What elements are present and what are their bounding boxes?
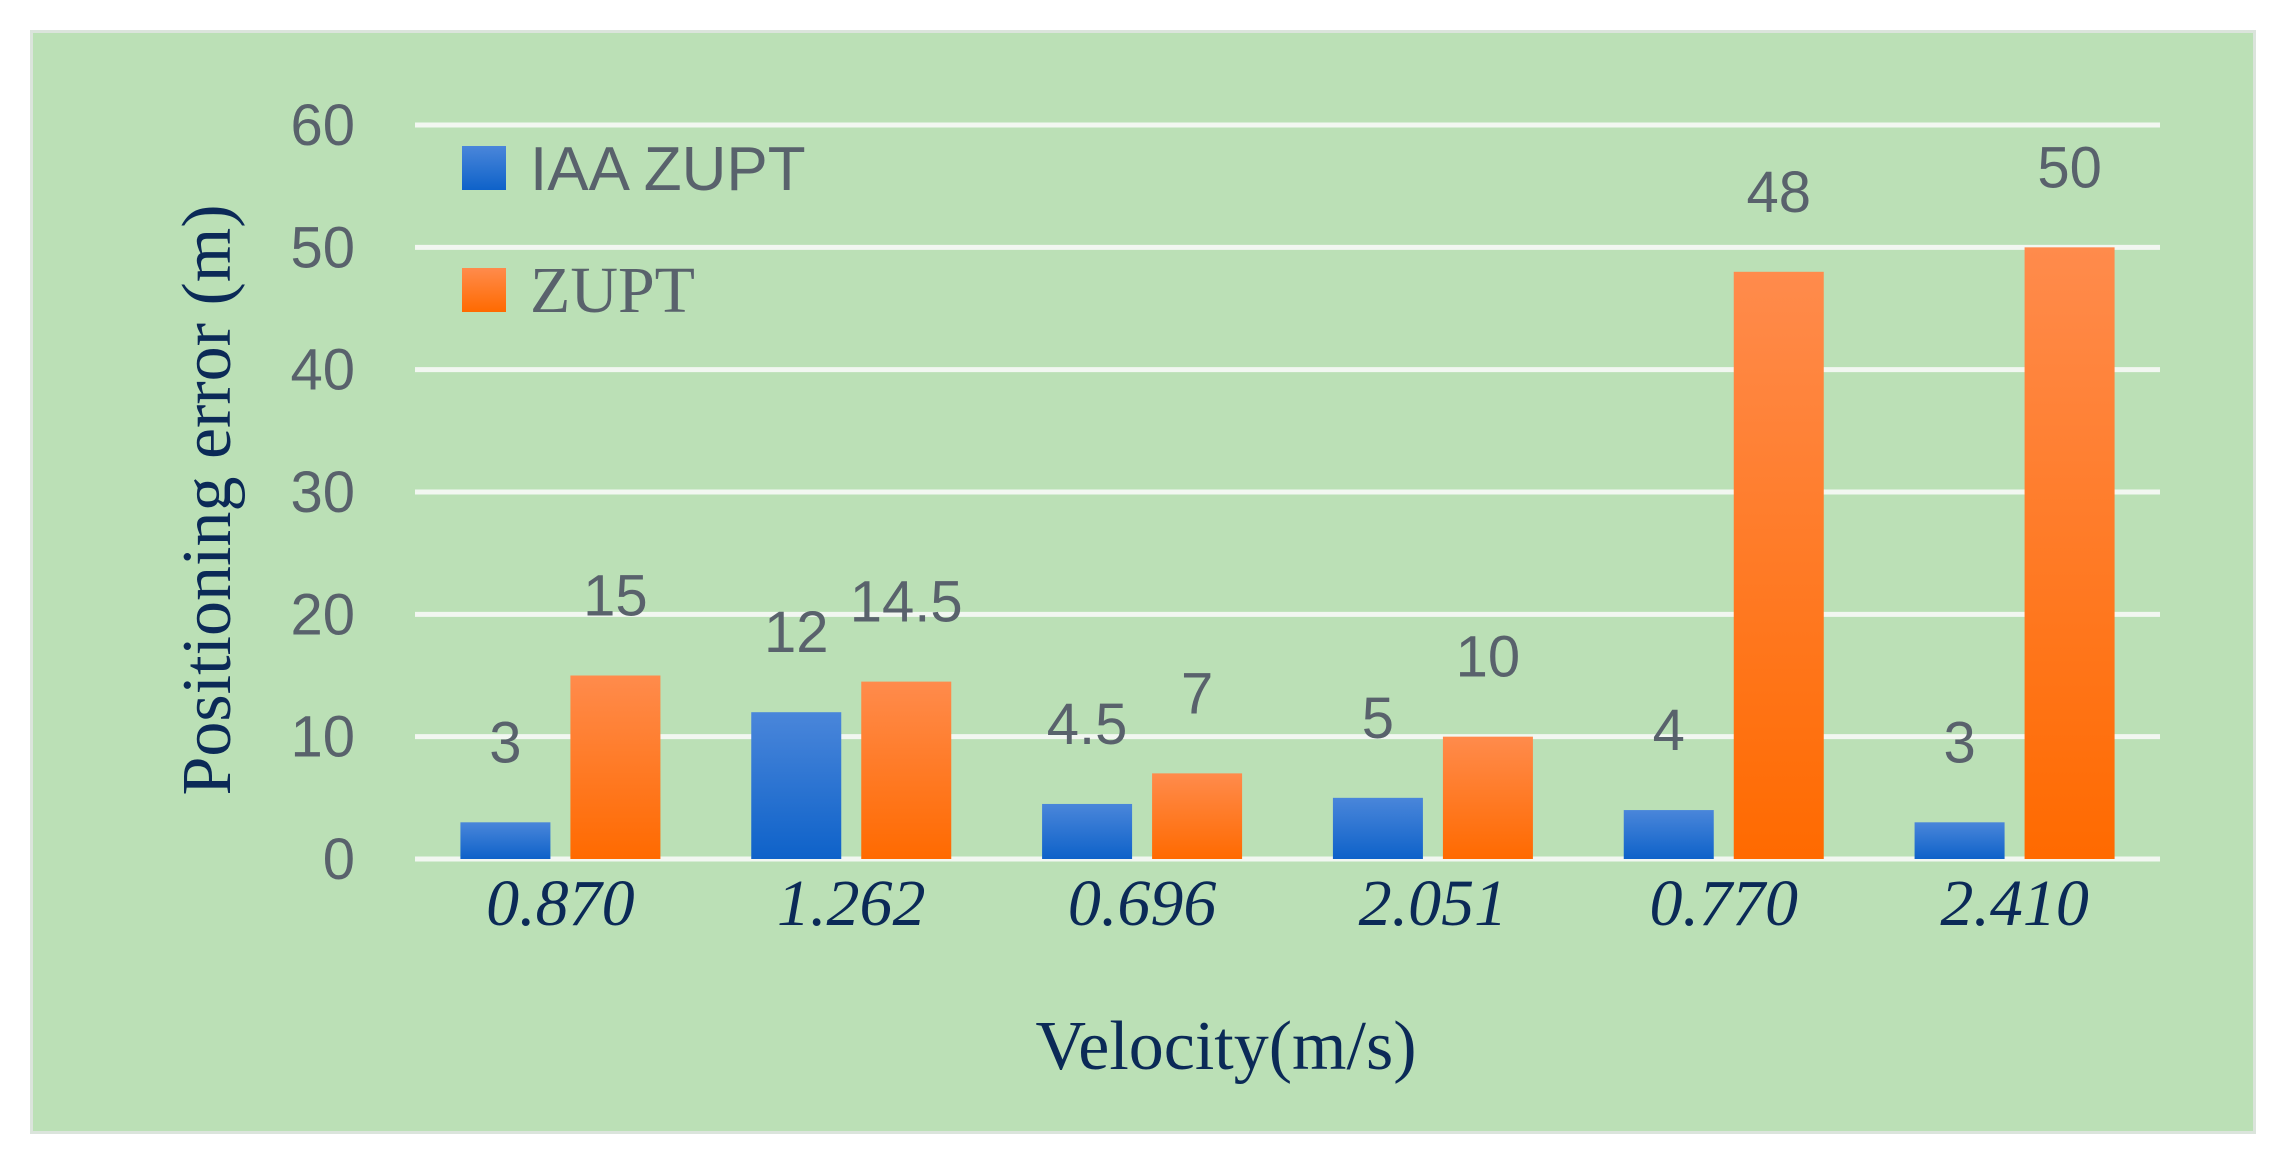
y-tick-label: 50 — [290, 215, 355, 280]
y-tick-label: 60 — [290, 93, 355, 158]
gridlines — [415, 122, 2160, 862]
x-axis-categories: 0.870 1.262 0.696 2.051 0.770 2.410 — [486, 867, 2089, 940]
chart-frame — [30, 30, 2256, 1134]
y-tick-label: 20 — [290, 582, 355, 647]
data-label-iaa-zupt: 3 — [1943, 710, 1975, 775]
y-axis-title: Positioning error (m) — [169, 204, 246, 795]
data-label-zupt: 50 — [2037, 135, 2102, 200]
bar-zupt — [1733, 271, 1824, 859]
data-label-zupt: 15 — [583, 564, 648, 629]
bar-iaa-zupt — [751, 712, 842, 859]
x-category-label: 2.051 — [1359, 867, 1508, 940]
data-labels: 3 15 12 14.5 4.5 7 5 10 4 48 3 50 — [489, 135, 2102, 775]
y-tick-label: 0 — [323, 827, 355, 892]
y-tick-label: 30 — [290, 460, 355, 525]
legend-swatch-zupt — [462, 268, 506, 312]
bar-zupt — [1152, 773, 1243, 859]
x-axis-title: Velocity(m/s) — [1035, 1008, 1416, 1085]
x-category-label: 0.870 — [486, 867, 635, 940]
bar-zupt — [861, 681, 952, 859]
y-tick-label: 40 — [290, 338, 355, 403]
data-label-zupt: 14.5 — [850, 570, 963, 635]
bar-iaa-zupt — [1042, 803, 1133, 859]
bar-iaa-zupt — [1332, 797, 1423, 859]
x-category-label: 2.410 — [1940, 867, 2089, 940]
y-axis-ticks: 0 10 20 30 40 50 60 — [290, 93, 355, 892]
legend-swatch-iaa-zupt — [462, 146, 506, 190]
data-label-iaa-zupt: 4 — [1653, 698, 1685, 763]
x-category-label: 0.770 — [1650, 867, 1799, 940]
x-category-label: 1.262 — [777, 867, 926, 940]
data-label-zupt: 10 — [1456, 625, 1521, 690]
data-label-zupt: 48 — [1746, 160, 1811, 225]
legend-label-zupt: ZUPT — [530, 254, 695, 327]
data-label-iaa-zupt: 4.5 — [1047, 692, 1128, 757]
legend-label-iaa-zupt: IAA ZUPT — [530, 135, 806, 204]
bar-zupt — [1442, 736, 1533, 859]
data-label-iaa-zupt: 5 — [1362, 686, 1394, 751]
y-tick-label: 10 — [290, 705, 355, 770]
legend: IAA ZUPT ZUPT — [462, 135, 806, 327]
x-category-label: 0.696 — [1068, 867, 1217, 940]
data-label-iaa-zupt: 3 — [489, 710, 521, 775]
bar-zupt — [2024, 247, 2115, 860]
bars — [460, 247, 2115, 860]
bar-iaa-zupt — [1623, 810, 1714, 859]
bar-iaa-zupt — [460, 822, 551, 859]
data-label-zupt: 7 — [1181, 661, 1213, 726]
bar-iaa-zupt — [1914, 822, 2005, 859]
data-label-iaa-zupt: 12 — [764, 600, 829, 665]
bar-zupt — [570, 675, 661, 859]
